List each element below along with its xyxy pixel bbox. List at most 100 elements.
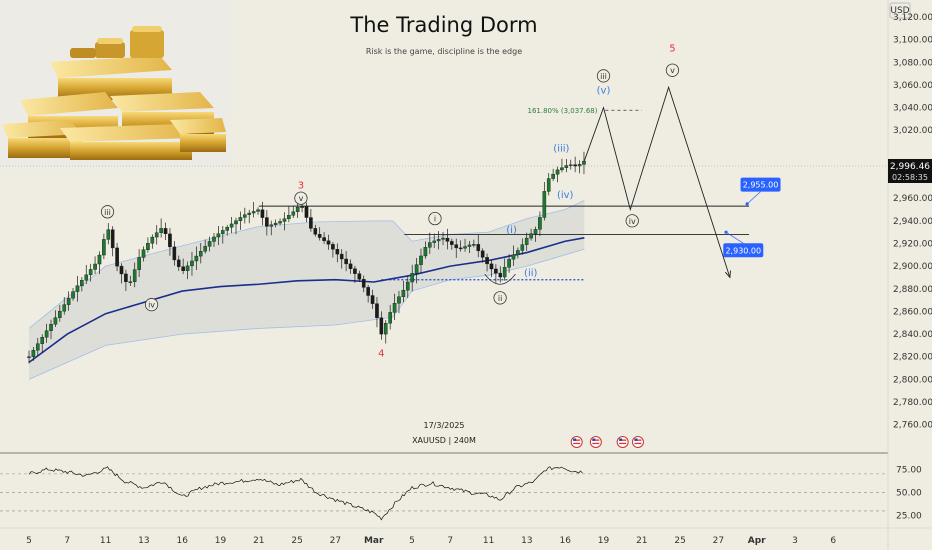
target-dot-0 [745, 202, 749, 206]
wave-label-circle [428, 211, 442, 226]
candle-body [216, 233, 221, 238]
wave-label: i [434, 215, 436, 224]
us-flag-icon-stripe [619, 439, 627, 441]
candle-body [163, 228, 168, 235]
candle-body [141, 249, 146, 258]
candle-body [533, 229, 538, 234]
candle-body [353, 268, 357, 274]
time-tick-label: 11 [100, 536, 111, 546]
wave-label: iv [148, 301, 155, 310]
candle-body [480, 250, 485, 258]
candle-body [463, 246, 467, 249]
candle-body [238, 217, 243, 221]
candle-body [71, 291, 75, 299]
candle-body [124, 273, 128, 282]
wave-label: (ii) [524, 268, 537, 279]
us-flag-icon-stripe [619, 442, 627, 445]
us-flag-icon-stripe [573, 439, 581, 441]
candle-body [454, 244, 459, 249]
candle-body [361, 279, 366, 288]
candle-body [194, 255, 199, 262]
us-flag-icon[interactable] [616, 436, 629, 448]
wave-label-circle [144, 298, 159, 312]
target-box-0[interactable] [740, 177, 781, 192]
candle-body [176, 259, 181, 267]
price-tick-label: 2,800.00 [893, 375, 932, 385]
candle-body [220, 230, 225, 234]
price-tick-label: 2,780.00 [893, 398, 932, 408]
candle-body [154, 232, 159, 238]
us-flag-icon-canton [592, 438, 596, 441]
candle-body [212, 236, 216, 242]
price-tick-label: 2,960.00 [893, 194, 932, 204]
time-tick-label: Mar [364, 536, 384, 546]
candle-body [458, 247, 463, 250]
candle-body [317, 234, 322, 238]
candle-body [93, 263, 97, 270]
candle-body [58, 310, 62, 318]
time-tick-label: 5 [409, 536, 415, 546]
candle-body [115, 247, 119, 267]
candle-body [97, 254, 102, 265]
wave-label: v [670, 66, 675, 75]
candle-body [150, 236, 155, 244]
candle-body [146, 243, 150, 250]
candle-body [110, 229, 115, 249]
candle-body [203, 246, 207, 252]
price-tick-label: 2,940.00 [893, 217, 932, 227]
projection-path [583, 85, 731, 278]
chart-title: The Trading Dorm [349, 13, 537, 37]
candle-body [273, 222, 278, 225]
us-flag-icon[interactable] [589, 436, 602, 448]
gold-bars-image [0, 0, 230, 167]
candle-body [564, 165, 569, 168]
us-flag-icon[interactable] [570, 436, 583, 448]
rsi-tick-label: 75.00 [896, 465, 922, 475]
candle-body [383, 323, 388, 335]
candle-body [128, 281, 133, 283]
time-tick-label: 16 [176, 536, 188, 546]
time-axis[interactable]: 5 7 11 13 16 19 21 25 27 Mar 5 7 11 13 16 19 21 25 27 Apr 3 6 [26, 536, 836, 546]
rsi-tick-label: 50.00 [896, 488, 922, 498]
wave-label: (iv) [557, 190, 574, 201]
candle-body [555, 169, 560, 175]
candle-body [80, 280, 84, 286]
currency-label: USD [890, 6, 909, 16]
wave-label: v [299, 194, 304, 203]
time-tick-label: 27 [330, 536, 341, 546]
candle-body [520, 244, 525, 251]
candle-body [185, 265, 190, 271]
candle-body [582, 160, 586, 165]
candle-body [181, 266, 185, 271]
price-tick-label: 3,040.00 [893, 104, 932, 114]
target-label-1: 2,930.00 [725, 246, 761, 255]
currency-box[interactable] [889, 2, 911, 19]
candle-body [287, 215, 291, 219]
candle-body [485, 257, 489, 265]
candle-body [546, 178, 551, 192]
candle-body [388, 312, 392, 324]
candle-body [441, 237, 445, 240]
wave-label-circle [665, 63, 680, 77]
target-box-1[interactable] [723, 243, 764, 258]
time-tick-label: 3 [792, 536, 798, 546]
candle-body [119, 265, 124, 275]
candle-body [88, 269, 93, 276]
candle-body [344, 258, 348, 265]
rsi-pane: 75.00 50.00 25.00 [0, 465, 922, 522]
moving-average-line [28, 237, 585, 364]
candle-body [282, 218, 287, 222]
us-flag-icon[interactable] [631, 436, 644, 448]
us-flag-icon-stripe [592, 442, 600, 445]
time-tick-label: 11 [483, 536, 494, 546]
candle-body [256, 209, 260, 212]
candle-body [476, 244, 481, 252]
candle-body [494, 268, 498, 274]
wave-label-circle [625, 214, 639, 228]
candle-body [300, 206, 304, 208]
us-flag-icon-stripe [634, 442, 642, 445]
candle-body [229, 223, 234, 228]
candle-body [551, 174, 555, 179]
candle-body [577, 164, 582, 167]
